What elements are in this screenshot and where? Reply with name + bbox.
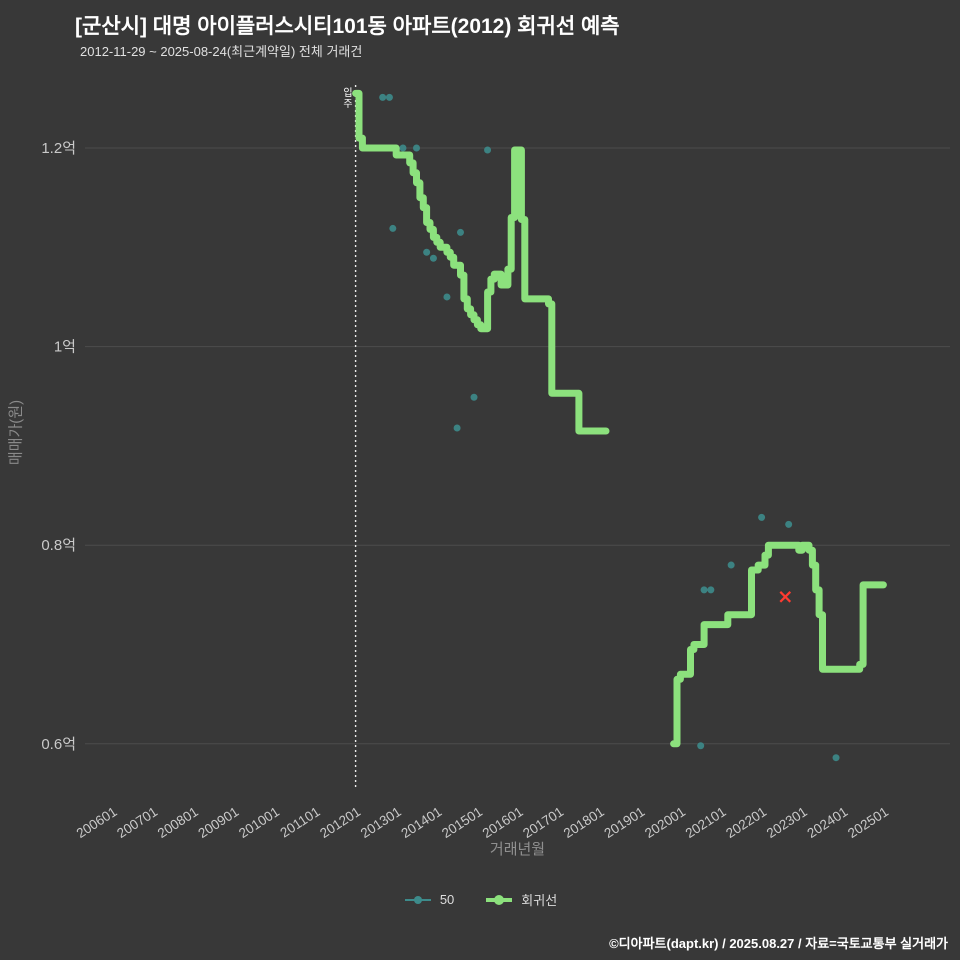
legend-label: 50 (439, 892, 455, 907)
x-tick-label: 201901 (601, 804, 647, 841)
scatter-point[interactable] (453, 424, 461, 432)
scatter-point[interactable] (697, 742, 705, 750)
x-tick-label: 201301 (358, 804, 404, 841)
scatter-point[interactable] (399, 144, 407, 152)
x-tick-label: 201401 (398, 804, 444, 841)
x-tick-label: 202001 (642, 804, 688, 841)
x-axis-title: 거래년월 (489, 841, 546, 858)
legend-item-regression[interactable]: 회귀선 (484, 890, 557, 909)
y-tick-label: 0.8억 (41, 537, 76, 554)
legend-label: 회귀선 (521, 893, 558, 908)
source-credit: ©디아파트(dapt.kr) / 2025.08.27 / 자료=국토교통부 실… (609, 936, 948, 951)
legend-item-50[interactable]: 50 (403, 892, 454, 907)
x-tick-label: 201201 (317, 804, 363, 841)
x-tick-label: 202401 (804, 804, 850, 841)
x-tick-label: 200901 (195, 804, 241, 841)
scatter-point[interactable] (379, 93, 387, 101)
regression-line[interactable] (670, 541, 887, 748)
legend-line-dot-icon (486, 894, 513, 905)
x-tick-label: 202101 (683, 804, 729, 841)
regression-line[interactable] (352, 89, 610, 435)
scatter-point[interactable] (470, 393, 478, 401)
y-tick-label: 0.6억 (41, 736, 76, 753)
x-tick-label: 201601 (480, 804, 526, 841)
scatter-point[interactable] (413, 144, 420, 152)
x-marker-icon[interactable] (779, 591, 792, 603)
move-in-label: 입 (343, 86, 352, 99)
scatter-point[interactable] (389, 224, 397, 232)
scatter-point[interactable] (727, 561, 735, 569)
scatter-point[interactable] (484, 146, 492, 154)
scatter-point[interactable] (707, 586, 715, 594)
move-in-label: 주 (343, 99, 352, 110)
x-tick-label: 200701 (114, 804, 160, 841)
x-tick-label: 201001 (236, 804, 282, 841)
x-tick-label: 200801 (155, 804, 201, 841)
legend-line-dot-icon (404, 895, 431, 904)
y-tick-label: 1억 (54, 339, 76, 356)
x-tick-label: 201501 (439, 804, 485, 841)
x-tick-label: 201801 (561, 804, 607, 841)
scatter-point[interactable] (385, 93, 393, 101)
page-subtitle: 2012-11-29 ~ 2025-08-24(최근계약일) 전체 거래건 (80, 44, 363, 59)
scatter-point[interactable] (832, 754, 840, 762)
scatter-point[interactable] (700, 586, 708, 594)
scatter-point[interactable] (758, 513, 766, 521)
x-tick-label: 202301 (764, 804, 810, 841)
y-tick-label: 1.2억 (41, 140, 76, 157)
page-title: [군산시] 대명 아이플러스시티101동 아파트(2012) 회귀선 예측 (75, 15, 620, 38)
x-tick-label: 200601 (74, 804, 120, 841)
scatter-point[interactable] (443, 293, 451, 301)
scatter-point[interactable] (423, 248, 431, 256)
scatter-point[interactable] (785, 520, 793, 528)
x-tick-label: 201101 (278, 804, 323, 841)
x-tick-label: 202501 (845, 804, 891, 841)
scatter-point[interactable] (429, 254, 437, 262)
scatter-point[interactable] (456, 228, 464, 236)
y-axis-title: 매매가(원) (7, 399, 25, 466)
x-tick-label: 202201 (723, 804, 769, 841)
legend: 50 회귀선 (0, 890, 960, 909)
x-tick-label: 201701 (520, 804, 566, 841)
